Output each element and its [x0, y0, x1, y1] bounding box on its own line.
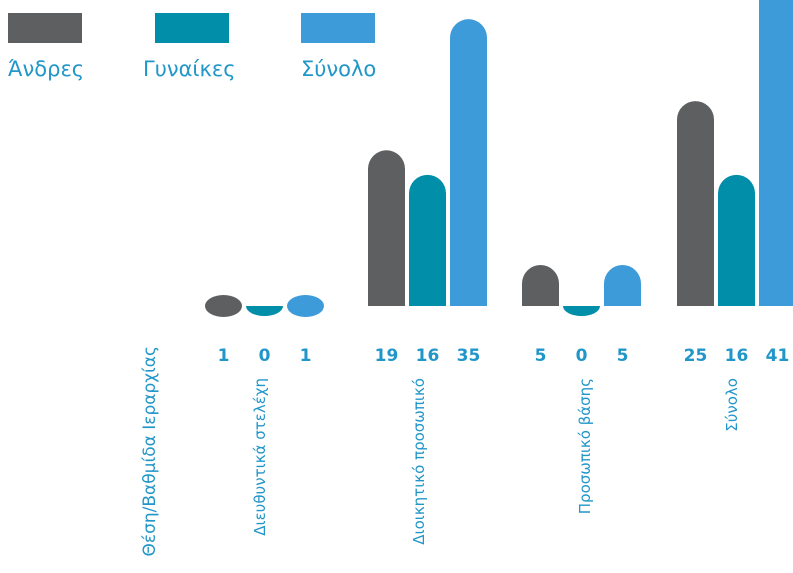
value-label-2-2: 5	[617, 346, 629, 366]
legend-swatch-men	[8, 13, 82, 43]
bar-2-1	[563, 306, 600, 316]
value-label-1-1: 16	[416, 346, 440, 366]
bar-1-1	[409, 174, 446, 306]
legend-swatch-women	[155, 13, 229, 43]
category-header: Θέση/Βαθμίδα Ιεραρχίας	[140, 346, 160, 556]
value-label-1-0: 19	[375, 346, 399, 366]
category-label-0: Διευθυντικά στελέχη	[251, 378, 269, 536]
value-label-3-2: 41	[766, 346, 790, 366]
bar-2-2	[604, 265, 641, 306]
bar-3-0	[677, 101, 714, 307]
value-label-0-0: 1	[218, 346, 230, 366]
value-label-2-1: 0	[576, 346, 588, 366]
value-label-3-1: 16	[725, 346, 749, 366]
bar-1-2	[450, 19, 487, 306]
category-label-3: Σύνολο	[723, 378, 741, 432]
value-label-3-0: 25	[684, 346, 708, 366]
bar-1-0	[368, 150, 405, 306]
value-label-0-1: 0	[259, 346, 271, 366]
legend-swatch-total	[301, 13, 375, 43]
bar-0-0	[205, 295, 242, 317]
bar-3-1	[718, 174, 755, 306]
legend-label-women: Γυναίκες	[143, 57, 236, 81]
legend-label-total: Σύνολο	[301, 57, 377, 81]
category-label-2: Προσωπικό βάσης	[576, 378, 594, 514]
value-label-1-2: 35	[457, 346, 481, 366]
bar-2-0	[522, 265, 559, 306]
value-label-2-0: 5	[535, 346, 547, 366]
bar-3-2	[759, 0, 793, 306]
bar-0-1	[246, 306, 283, 316]
legend-label-men: Άνδρες	[8, 57, 85, 81]
category-label-1: Διοικητικό προσωπικό	[410, 378, 428, 545]
value-label-0-2: 1	[300, 346, 312, 366]
bar-0-2	[287, 295, 324, 317]
